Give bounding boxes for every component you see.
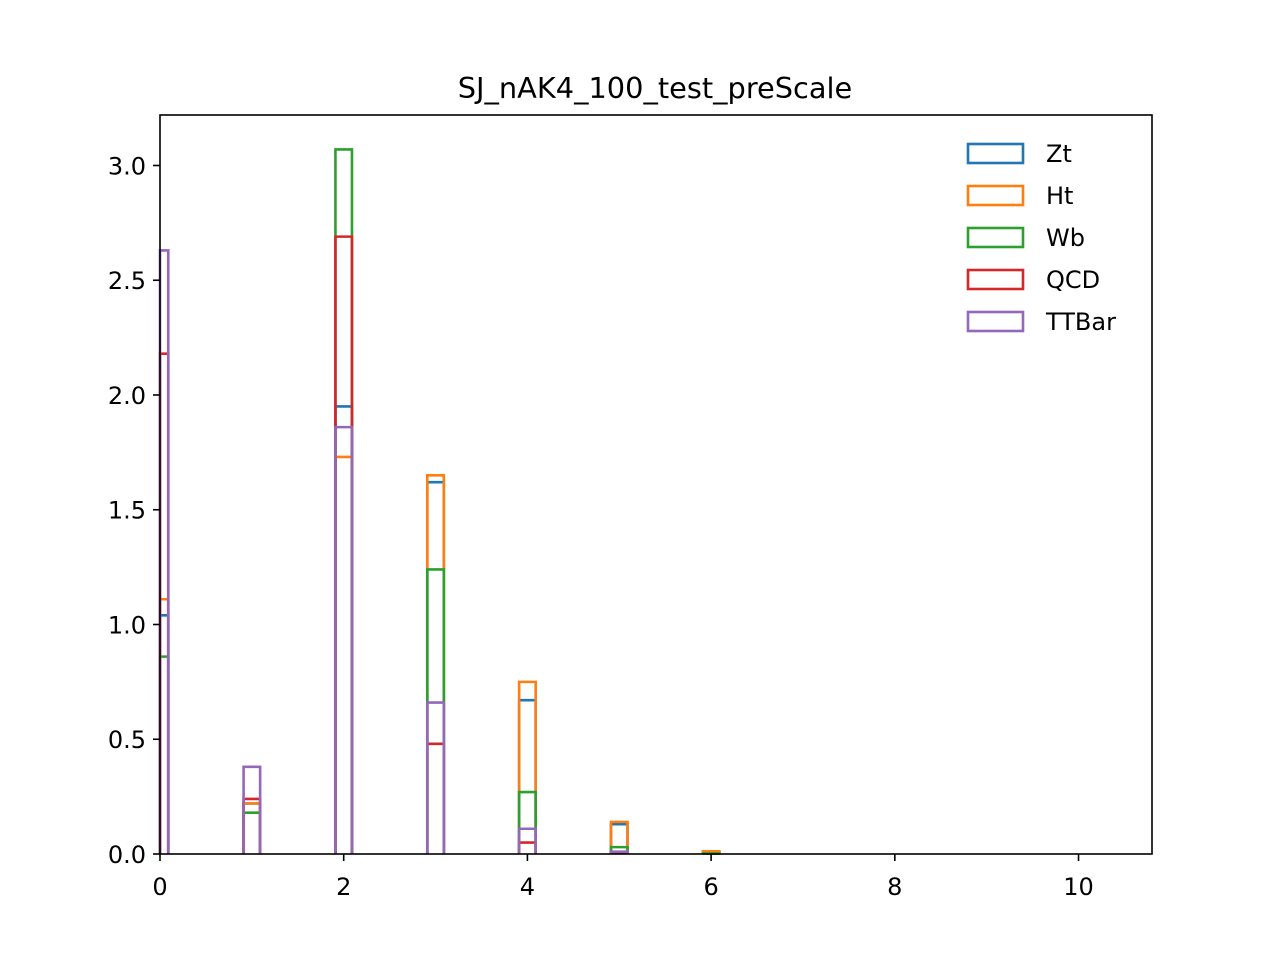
x-tick-label: 6	[703, 873, 718, 901]
legend-label: Zt	[1046, 140, 1072, 168]
y-tick-label: 0.5	[108, 726, 146, 754]
legend-label: Wb	[1046, 224, 1085, 252]
y-tick-label: 2.5	[108, 267, 146, 295]
x-tick-label: 8	[887, 873, 902, 901]
y-tick-label: 3.0	[108, 152, 146, 180]
bar-ht-5	[609, 820, 629, 854]
bar-ttbar-4	[517, 827, 537, 854]
legend-swatch	[966, 268, 1025, 291]
bar-ttbar-5	[609, 850, 629, 854]
x-tick-label: 0	[152, 873, 167, 901]
legend-item-ttbar: TTBar	[966, 308, 1116, 336]
legend-swatch	[966, 142, 1025, 165]
series-layer	[158, 148, 721, 855]
bar-ttbar-1	[242, 765, 262, 854]
bar-ttbar-3	[425, 701, 446, 854]
y-axis: 0.0 0.5 1.0 1.5 2.0 2.5 3.0	[108, 152, 160, 869]
x-tick-label: 4	[520, 873, 535, 901]
legend-label: TTBar	[1045, 308, 1116, 336]
chart-title: SJ_nAK4_100_test_preScale	[458, 71, 852, 105]
x-tick-label: 10	[1063, 873, 1094, 901]
legend-item-zt: Zt	[966, 140, 1072, 168]
y-tick-label: 0.0	[108, 841, 146, 869]
legend-swatch	[966, 184, 1025, 207]
legend-label: QCD	[1046, 266, 1100, 294]
plot-frame	[159, 114, 1153, 855]
legend: Zt Ht Wb QCD TTBar	[966, 140, 1116, 336]
y-tick-label: 1.0	[108, 611, 146, 639]
y-tick-label: 1.5	[108, 497, 146, 525]
legend-item-wb: Wb	[966, 224, 1085, 252]
x-tick-label: 2	[336, 873, 351, 901]
x-axis: 0 2 4 6 8 10	[152, 854, 1094, 901]
bar-wb-4	[517, 790, 537, 854]
legend-label: Ht	[1046, 182, 1073, 210]
legend-swatch	[966, 310, 1025, 333]
bar-ht-4	[517, 680, 537, 854]
legend-item-ht: Ht	[966, 182, 1073, 210]
legend-swatch	[966, 226, 1025, 249]
legend-item-qcd: QCD	[966, 266, 1100, 294]
bar-ttbar-2	[334, 425, 354, 854]
y-tick-label: 2.0	[108, 382, 146, 410]
